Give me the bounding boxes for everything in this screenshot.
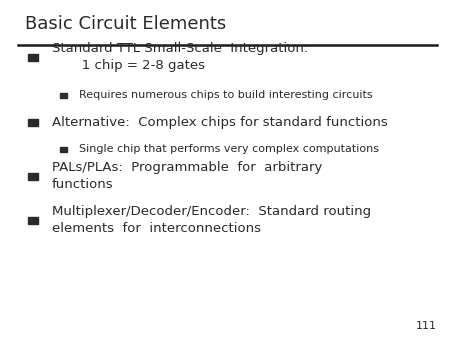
Text: Standard TTL Small-Scale  Integration:
       1 chip = 2-8 gates: Standard TTL Small-Scale Integration: 1 … [52,43,308,72]
FancyBboxPatch shape [28,173,38,180]
FancyBboxPatch shape [60,93,67,98]
Text: Single chip that performs very complex computations: Single chip that performs very complex c… [79,144,379,154]
FancyBboxPatch shape [28,54,38,61]
Text: 111: 111 [415,321,436,331]
Text: Requires numerous chips to build interesting circuits: Requires numerous chips to build interes… [79,90,373,100]
Text: Multiplexer/Decoder/Encoder:  Standard routing
elements  for  interconnections: Multiplexer/Decoder/Encoder: Standard ro… [52,206,371,235]
FancyBboxPatch shape [28,119,38,126]
FancyBboxPatch shape [60,147,67,152]
Text: Basic Circuit Elements: Basic Circuit Elements [25,15,226,33]
Text: Alternative:  Complex chips for standard functions: Alternative: Complex chips for standard … [52,116,387,129]
FancyBboxPatch shape [28,217,38,224]
Text: PALs/PLAs:  Programmable  for  arbitrary
functions: PALs/PLAs: Programmable for arbitrary fu… [52,162,322,191]
